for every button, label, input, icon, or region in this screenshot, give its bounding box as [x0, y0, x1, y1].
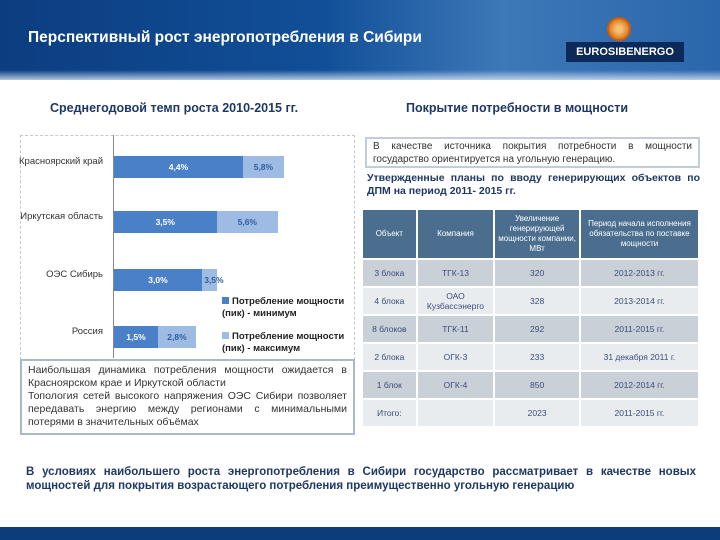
table-cell: 320	[493, 258, 581, 288]
table-row: Итого: 2023 2011-2015 гг.	[361, 398, 701, 428]
coverage-intro: В качестве источника покрытия потребност…	[365, 137, 700, 168]
table-cell: ОГК-3	[415, 342, 496, 372]
column-header: Компания	[415, 208, 496, 260]
category-label: Иркутская область	[20, 211, 103, 222]
category-label: Красноярский край	[19, 156, 103, 167]
table-row: 2 блока ОГК-3 233 31 декабря 2011 г.	[361, 342, 701, 372]
data-label-max: 3,5%	[204, 275, 224, 285]
data-label-min: 1,5%	[126, 332, 146, 342]
table-cell: Итого:	[361, 398, 418, 428]
table-cell: 31 декабря 2011 г.	[578, 342, 701, 372]
bar-min	[114, 269, 202, 291]
table-cell: 2013-2014 гг.	[578, 286, 701, 316]
company-logo: EUROSIBENERGO	[566, 42, 684, 62]
table-cell: 233	[493, 342, 581, 372]
table-cell: 8 блоков	[361, 314, 418, 344]
regional-note: Наибольшая динамика потребления мощности…	[20, 359, 355, 435]
table-cell: 292	[493, 314, 581, 344]
chart-axis	[113, 135, 114, 358]
table-cell: 2012-2013 гг.	[578, 258, 701, 288]
table-cell: ОГК-4	[415, 370, 496, 400]
data-label-max: 5,8%	[253, 162, 274, 172]
table-header-row: Объект Компания Увеличение генерирующей …	[361, 208, 701, 260]
table-cell: 4 блока	[361, 286, 418, 316]
coverage-subtitle: Покрытие потребности в мощности	[406, 101, 629, 115]
bar-min	[114, 326, 158, 348]
data-label-min: 4,4%	[168, 162, 189, 172]
legend-item-max: Потребление мощности (пик) - максимум	[222, 331, 352, 355]
footer-bar	[0, 527, 720, 540]
bar-min	[114, 156, 243, 178]
bar-min	[114, 211, 217, 233]
table-cell: 2012-2014 гг.	[578, 370, 701, 400]
legend-label-max: Потребление мощности (пик) - максимум	[222, 331, 345, 354]
note-line: Наибольшая динамика потребления мощности…	[28, 364, 347, 389]
table-cell: ТГК-13	[415, 258, 496, 288]
legend-label-min: Потребление мощности (пик) - минимум	[222, 296, 345, 319]
bar-max	[201, 269, 217, 291]
conclusion-text: В условиях наибольшего роста энергопотре…	[26, 466, 696, 492]
page-title: Перспективный рост энергопотребления в С…	[28, 29, 422, 46]
table-row: 4 блока ОАО Кузбассэнерго 328 2013-2014 гг.	[361, 286, 701, 316]
table-cell: 2011-2015 гг.	[578, 314, 701, 344]
legend-item-min: Потребление мощности (пик) - минимум	[222, 296, 352, 320]
header-banner: Перспективный рост энергопотребления в С…	[0, 0, 720, 80]
bar-max	[216, 211, 279, 233]
data-label-min: 3,5%	[155, 217, 175, 227]
column-header: Увеличение генерирующей мощности компани…	[493, 208, 581, 260]
table-cell: 2011-2015 гг.	[578, 398, 701, 428]
data-label-min: 3,0%	[148, 275, 168, 285]
table-row: 8 блоков ТГК-11 292 2011-2015 гг.	[361, 314, 701, 344]
legend-swatch-max	[222, 332, 229, 339]
note-line: Топология сетей высокого напряжения ОЭС …	[28, 390, 347, 428]
table-cell: 2 блока	[361, 342, 418, 372]
table-cell: 328	[493, 286, 581, 316]
table-cell: 1 блок	[361, 370, 418, 400]
plans-heading: Утвержденные планы по вводу генерирующих…	[367, 172, 700, 197]
legend-swatch-min	[222, 297, 229, 304]
data-label-max: 5,6%	[237, 217, 257, 227]
bar-max	[157, 326, 197, 348]
category-label: ОЭС Сибирь	[46, 269, 103, 280]
table-cell: ОАО Кузбассэнерго	[415, 286, 496, 316]
chart-subtitle: Среднегодовой темп роста 2010-2015 гг.	[50, 101, 299, 115]
table-cell: 850	[493, 370, 581, 400]
table-cell	[415, 398, 496, 428]
table-row: 3 блока ТГК-13 320 2012-2013 гг.	[361, 258, 701, 288]
plans-table: Объект Компания Увеличение генерирующей …	[361, 208, 701, 428]
category-label: Россия	[71, 326, 103, 337]
column-header: Объект	[361, 208, 418, 260]
bar-max	[242, 156, 284, 178]
data-label-max: 2,8%	[167, 332, 187, 342]
table-cell: 3 блока	[361, 258, 418, 288]
table-row: 1 блок ОГК-4 850 2012-2014 гг.	[361, 370, 701, 400]
logo-globe-icon	[607, 17, 631, 41]
column-header: Период начала исполнения обязательства п…	[578, 208, 701, 260]
table-cell: 2023	[493, 398, 581, 428]
table-cell: ТГК-11	[415, 314, 496, 344]
